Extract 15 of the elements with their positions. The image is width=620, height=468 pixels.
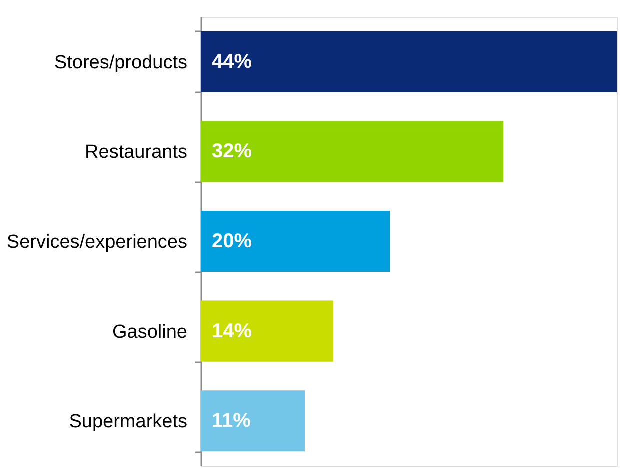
- y-tick-label: Supermarkets: [69, 412, 188, 433]
- bar: [201, 390, 305, 452]
- bar: [201, 31, 617, 92]
- data-label: 44%: [212, 50, 252, 73]
- bar: [201, 300, 334, 362]
- bar: [201, 121, 504, 182]
- data-label: 32%: [212, 140, 252, 163]
- bar: [201, 210, 390, 272]
- data-label: 14%: [212, 320, 252, 342]
- y-tick-label: Services/experiences: [6, 232, 188, 253]
- data-label: 11%: [212, 410, 252, 432]
- y-tick-label: Gasoline: [112, 322, 188, 343]
- y-tick-label: Stores/products: [54, 52, 188, 74]
- y-tick-label: Restaurants: [85, 142, 188, 164]
- data-label: 20%: [212, 230, 252, 252]
